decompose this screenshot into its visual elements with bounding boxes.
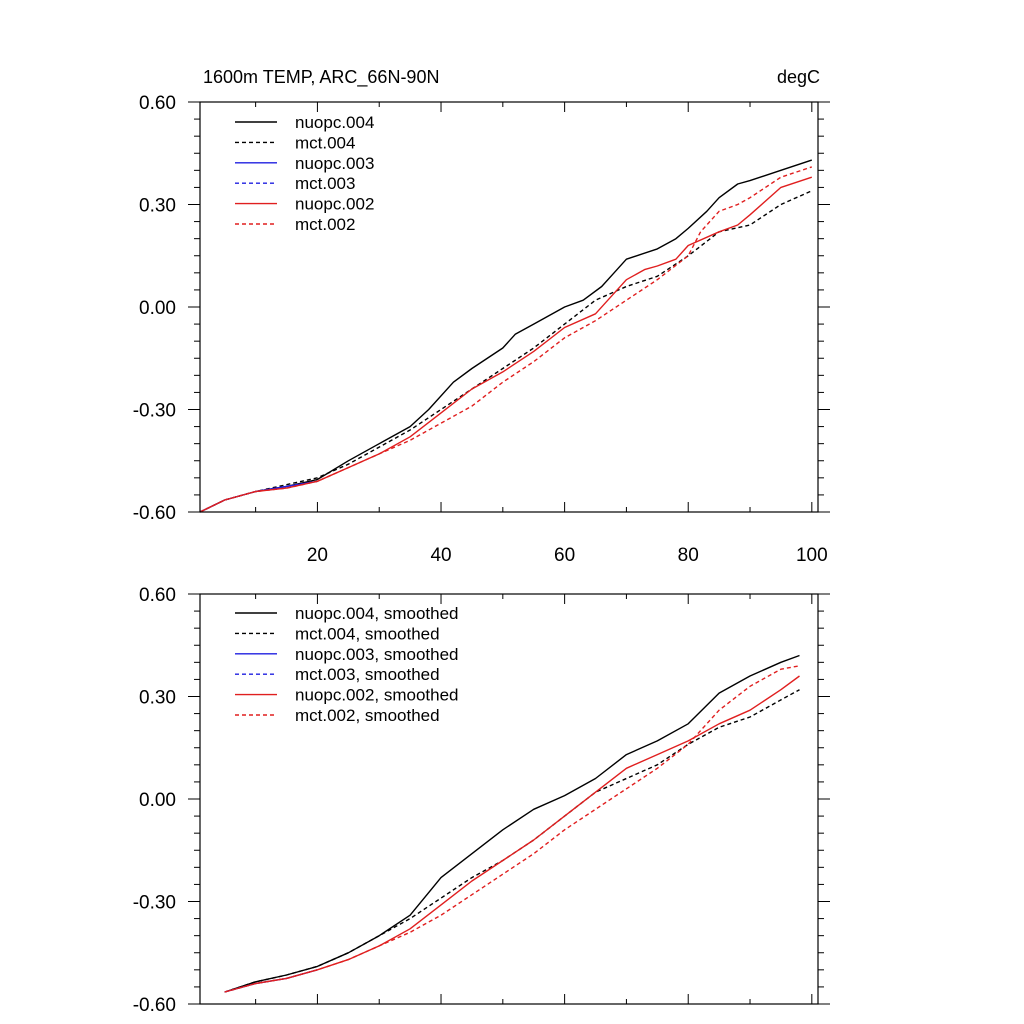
top-y-tick-label: 0.30 (139, 196, 176, 217)
top-panel: 1600m TEMP, ARC_66N-90N degC 0.60 0.30 0.0… (133, 67, 830, 566)
bottom-plot-frame (199, 593, 819, 1005)
top-legend-label: mct.004 (295, 133, 355, 152)
top-plot-frame (199, 101, 819, 513)
top-x-tick-label: 100 (796, 545, 828, 566)
bottom-panel: 0.60 0.30 0.00 -0.30 -0.60 nuopc.004, smooth… (133, 585, 830, 1016)
top-series-line-3 (199, 480, 318, 513)
top-title-right: degC (777, 67, 820, 87)
bottom-series-lines (224, 654, 800, 993)
top-axis-ticks (188, 101, 830, 513)
bot-legend-label: mct.003, smoothed (295, 665, 440, 684)
top-x-tick-label: 40 (430, 545, 451, 566)
bot-y-tick-label: 0.00 (139, 790, 176, 811)
top-legend-label: mct.002 (295, 215, 355, 234)
bottom-axis-ticks (188, 593, 830, 1005)
bot-legend-label: nuopc.002, smoothed (295, 686, 459, 705)
bot-y-tick-label: -0.60 (133, 995, 176, 1016)
bottom-y-tick-labels: 0.60 0.30 0.00 -0.30 -0.60 (133, 585, 176, 1016)
top-title-left: 1600m TEMP, ARC_66N-90N (203, 67, 439, 88)
bot-legend-label: mct.004, smoothed (295, 624, 440, 643)
bot-y-tick-label: -0.30 (133, 893, 176, 914)
bot-legend-label: mct.002, smoothed (295, 706, 440, 725)
bot-series-line-5 (224, 665, 800, 993)
top-x-tick-labels: 20 40 60 80 100 (307, 545, 828, 566)
top-legend-label: mct.003 (295, 174, 355, 193)
bot-legend-label: nuopc.003, smoothed (295, 645, 459, 664)
top-x-tick-label: 60 (554, 545, 575, 566)
top-x-tick-label: 80 (678, 545, 699, 566)
bot-y-tick-label: 0.60 (139, 585, 176, 606)
top-series-line-4 (199, 176, 813, 513)
top-legend-label: nuopc.004 (295, 113, 374, 132)
top-series-line-1 (199, 190, 813, 513)
top-y-tick-label: 0.60 (139, 93, 176, 114)
top-series-line-5 (199, 166, 813, 513)
bot-series-line-1 (224, 689, 800, 993)
top-series-line-2 (199, 480, 318, 513)
bot-legend-label: nuopc.004, smoothed (295, 604, 459, 623)
top-y-tick-label: -0.60 (133, 503, 176, 524)
top-y-tick-label: -0.30 (133, 401, 176, 422)
top-series-lines (199, 159, 813, 513)
top-legend-label: nuopc.002 (295, 195, 374, 214)
top-y-tick-labels: 0.60 0.30 0.00 -0.30 -0.60 (133, 93, 176, 524)
top-series-line-0 (199, 159, 813, 513)
top-x-tick-label: 20 (307, 545, 328, 566)
top-legend-label: nuopc.003 (295, 154, 374, 173)
top-y-tick-label: 0.00 (139, 298, 176, 319)
bot-y-tick-label: 0.30 (139, 688, 176, 709)
